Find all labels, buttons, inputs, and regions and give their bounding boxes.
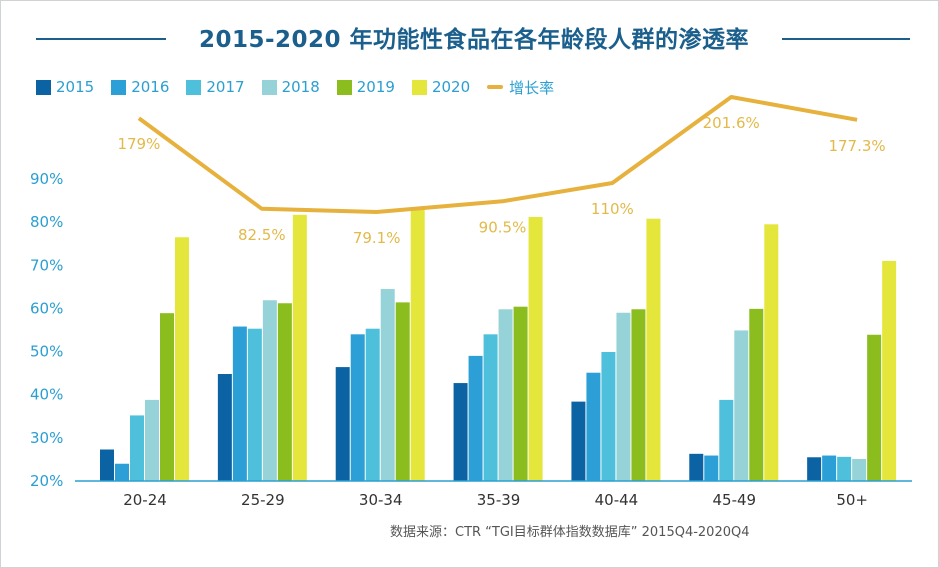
bar-2015-25-29 [217,374,232,481]
legend-item-2020: 2020 [411,78,471,96]
bar-2016-50+ [822,455,837,481]
bar-2019-40-44 [631,309,646,481]
x-tick-label: 25-29 [241,491,285,509]
growth-rate-label: 79.1% [353,229,401,247]
bar-2017-50+ [837,456,852,481]
bar-2020-50+ [882,260,897,481]
growth-rate-label: 82.5% [238,226,286,244]
bar-2017-35-39 [483,334,498,481]
growth-rate-label: 110% [591,200,634,218]
source-note: 数据来源：CTR “TGI目标群体指数数据库” 2015Q4-2020Q4 [390,525,750,540]
y-tick-label: 60% [30,299,63,317]
bar-2020-25-29 [292,214,307,481]
legend-label: 2017 [206,78,245,96]
legend-label: 增长率 [509,78,555,97]
growth-rate-line [137,95,858,214]
growth-rate-label: 201.6% [703,114,760,132]
bar-2018-40-44 [616,312,631,481]
bar-2018-35-39 [498,309,513,481]
legend-swatch [336,79,352,95]
bar-2018-50+ [852,458,867,481]
bar-2019-50+ [867,334,882,481]
bar-2020-35-39 [528,216,543,482]
bar-2017-45-49 [719,399,734,481]
growth-rate-label: 177.3% [828,137,885,155]
bar-2015-40-44 [571,401,586,481]
x-tick-label: 35-39 [477,491,521,509]
bar-2018-20-24 [145,399,159,481]
legend-swatch [261,79,277,95]
bar-2018-30-34 [380,289,395,481]
bar-2017-30-34 [365,328,380,481]
x-tick-label: 50+ [836,491,868,509]
legend-item-2016: 2016 [111,78,169,96]
bar-2019-25-29 [277,303,292,481]
legend-swatch [36,79,51,95]
bar-2016-25-29 [232,326,247,481]
y-tick-label: 50% [30,343,63,361]
legend-item-2019: 2019 [336,78,395,96]
bar-2020-45-49 [764,224,779,482]
y-tick-label: 90% [30,170,63,188]
bar-2019-45-49 [749,308,764,481]
legend-swatch [411,79,427,95]
bar-2015-35-39 [453,383,468,481]
y-tick-label: 80% [30,213,63,231]
bar-2020-40-44 [646,218,661,482]
bar-2018-45-49 [734,330,749,481]
bar-2016-40-44 [586,372,601,481]
bar-2020-20-24 [175,237,189,481]
title-rule-left [36,38,166,40]
bar-2018-25-29 [262,300,277,481]
x-tick-label: 30-34 [359,491,403,509]
bar-2019-30-34 [395,302,410,481]
y-tick-label: 20% [30,472,63,490]
bar-2016-45-49 [704,455,719,481]
bar-2015-30-34 [335,367,350,481]
legend-label: 2019 [356,78,395,96]
bar-2015-50+ [807,457,822,481]
bar-2015-20-24 [100,449,114,481]
bar-2019-20-24 [160,313,174,481]
legend-swatch [186,79,202,95]
legend-item-2015: 2015 [36,78,94,96]
bar-2019-35-39 [513,306,528,481]
y-tick-label: 40% [30,386,63,404]
bar-2016-20-24 [115,463,129,481]
x-tick-label: 40-44 [595,491,639,509]
legend-label: 2020 [431,78,471,96]
y-tick-label: 30% [30,429,63,447]
bar-2020-30-34 [410,209,425,482]
legend-item-2018: 2018 [261,78,320,96]
title-bar: 2015-2020 年功能性食品在各年龄段人群的渗透率 [0,18,939,58]
bar-2017-40-44 [601,352,616,481]
bar-2017-20-24 [130,415,144,481]
bar-2015-45-49 [689,453,704,481]
legend-label: 2018 [281,78,320,96]
growth-rate-label: 90.5% [479,218,527,236]
legend-item-增长率: 增长率 [487,77,554,98]
bar-2016-30-34 [350,334,365,481]
legend-swatch [111,79,127,95]
growth-rate-label: 179% [117,135,160,153]
x-tick-label: 20-24 [123,491,167,509]
title-rule-right [782,38,910,40]
legend-label: 2016 [131,78,170,96]
x-tick-label: 45-49 [712,491,756,509]
bar-2016-35-39 [468,355,483,481]
legend-swatch [487,85,504,89]
legend: 2015 2016 2017 2018 2019 2020 增长率 [36,76,571,98]
chart-title: 2015-2020 年功能性食品在各年龄段人群的渗透率 [198,27,750,53]
y-tick-label: 70% [30,256,63,274]
legend-item-2017: 2017 [186,78,245,96]
legend-label: 2015 [56,78,95,96]
bar-2017-25-29 [247,328,262,481]
